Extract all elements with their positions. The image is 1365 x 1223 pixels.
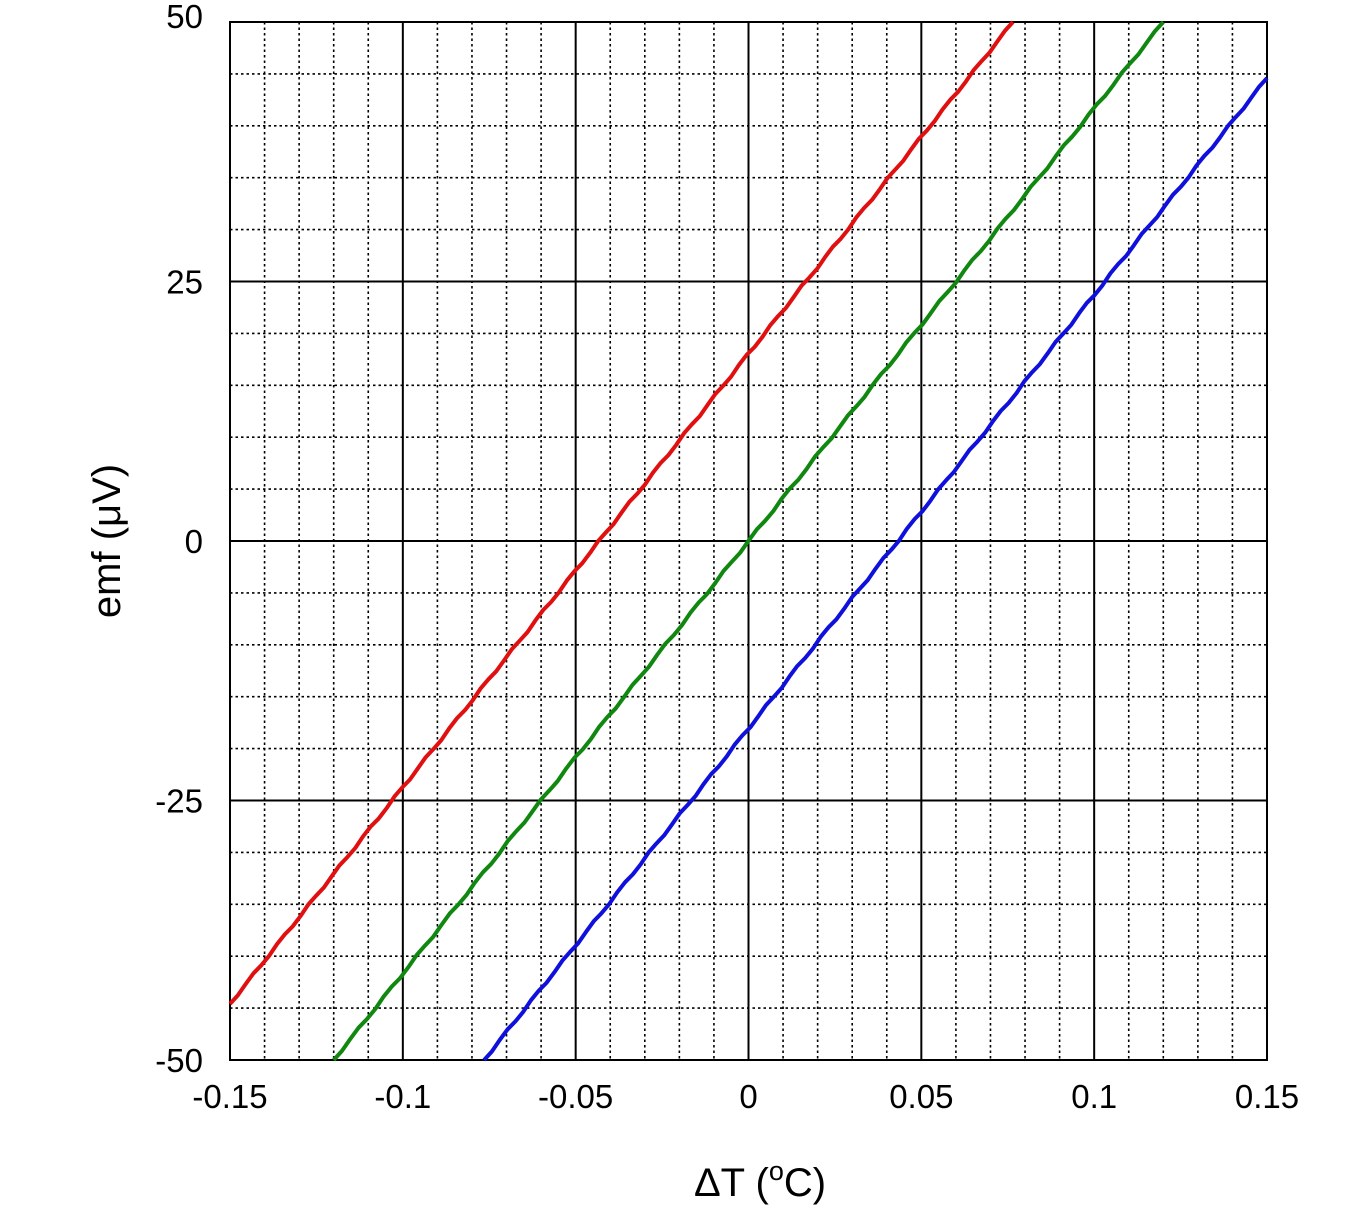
x-tick-label: -0.1 [374,1078,431,1115]
y-tick-labels: -50 -25 0 25 50 [155,0,203,1079]
series-line-blue [482,76,1269,1062]
x-tick-label: 0.05 [889,1078,953,1115]
y-tick-label: 50 [166,0,203,35]
x-tick-label: -0.15 [192,1078,267,1115]
series-line-green [332,20,1165,1062]
x-tick-labels: -0.15 -0.1 -0.05 0 0.05 0.1 0.15 [192,1078,1299,1115]
series-line-red [228,20,1015,1006]
y-tick-label: -50 [155,1042,203,1079]
y-tick-label: 0 [185,523,203,560]
y-axis-label: emf (μV) [85,464,129,618]
x-tick-label: -0.05 [538,1078,613,1115]
y-tick-label: -25 [155,783,203,820]
series-layer [228,20,1269,1062]
x-axis-label: ΔT (oC) [694,1156,826,1205]
x-tick-label: 0.1 [1071,1078,1117,1115]
x-tick-label: 0.15 [1235,1078,1299,1115]
x-tick-label: 0 [739,1078,757,1115]
plot-frame [229,21,1268,1061]
y-tick-label: 25 [166,264,203,301]
